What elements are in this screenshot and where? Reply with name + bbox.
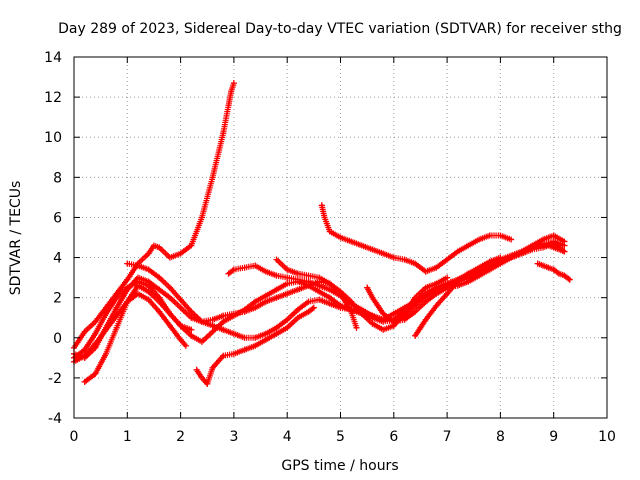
- series-track-12: [412, 254, 504, 339]
- x-axis-label: GPS time / hours: [281, 458, 398, 474]
- series-track-13: [534, 260, 573, 283]
- series-trace: [412, 254, 504, 339]
- x-tick-label: 8: [496, 429, 505, 445]
- series-track-11: [364, 232, 568, 325]
- grid: [74, 57, 607, 418]
- x-tick-label: 10: [598, 429, 616, 445]
- series-trace: [534, 260, 573, 283]
- x-tick-label: 7: [443, 429, 452, 445]
- series-trace: [71, 80, 237, 351]
- series-track-1: [71, 80, 237, 351]
- y-tick-label: -4: [48, 411, 62, 427]
- y-tick-label: 10: [44, 130, 62, 146]
- x-tick-label: 0: [70, 429, 79, 445]
- x-tick-label: 3: [229, 429, 238, 445]
- x-tick-label: 5: [336, 429, 345, 445]
- series-trace: [273, 256, 360, 331]
- series-track-10: [318, 202, 515, 275]
- y-tick-label: 0: [53, 331, 62, 347]
- x-tick-label: 6: [389, 429, 398, 445]
- y-axis-label: SDTVAR / TECUs: [8, 181, 24, 296]
- x-tick-label: 9: [549, 429, 558, 445]
- y-tick-label: 14: [44, 50, 62, 66]
- series-trace: [364, 232, 568, 325]
- chart-title: Day 289 of 2023, Sidereal Day-to-day VTE…: [58, 21, 622, 37]
- y-tick-label: 6: [53, 210, 62, 226]
- y-tick-label: 4: [53, 251, 62, 267]
- y-tick-label: -2: [48, 371, 62, 387]
- series-track-9: [273, 256, 360, 331]
- y-tick-label: 8: [53, 170, 62, 186]
- series-trace: [124, 238, 568, 341]
- series-track-7: [193, 304, 317, 387]
- y-tick-label: 12: [44, 90, 62, 106]
- series-trace: [193, 304, 317, 387]
- series-trace: [318, 202, 515, 275]
- y-tick-label: 2: [53, 291, 62, 307]
- data-points: [71, 80, 573, 387]
- x-tick-label: 4: [283, 429, 292, 445]
- x-tick-label: 1: [123, 429, 132, 445]
- x-tick-label: 2: [176, 429, 185, 445]
- series-track-6: [124, 238, 568, 341]
